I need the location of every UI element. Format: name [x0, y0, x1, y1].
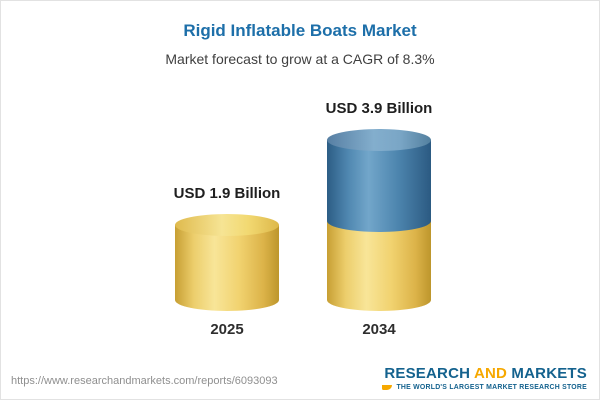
research-and-markets-logo: RESEARCH AND MARKETS THE WORLD'S LARGEST…	[382, 365, 587, 391]
x-axis-label-2025: 2025	[210, 321, 244, 338]
cylinder-2025-body	[175, 225, 279, 311]
page-title: Rigid Inflatable Boats Market	[183, 21, 417, 40]
value-label-2025: USD 1.9 Billion	[173, 185, 281, 202]
cylinder-2034-base-segment	[327, 217, 431, 311]
logo-tagline-row: THE WORLD'S LARGEST MARKET RESEARCH STOR…	[382, 384, 587, 391]
logo-tagline: THE WORLD'S LARGEST MARKET RESEARCH STOR…	[396, 384, 587, 391]
logo-wordmark: RESEARCH AND MARKETS	[382, 365, 587, 382]
logo-word-research: RESEARCH	[384, 364, 474, 382]
logo-swoosh-icon	[382, 385, 393, 390]
cylinder-2034-growth-segment	[327, 140, 431, 232]
cylinder-2034-top-cap	[327, 129, 431, 151]
x-axis-label-2034: 2034	[362, 321, 396, 338]
logo-word-and: AND	[473, 364, 508, 382]
source-url: https://www.researchandmarkets.com/repor…	[11, 375, 278, 387]
cylinder-2025-top-cap	[175, 214, 279, 236]
page-subtitle: Market forecast to grow at a CAGR of 8.3…	[165, 51, 435, 67]
logo-word-markets: MARKETS	[507, 364, 587, 382]
value-label-2034: USD 3.9 Billion	[325, 100, 433, 117]
